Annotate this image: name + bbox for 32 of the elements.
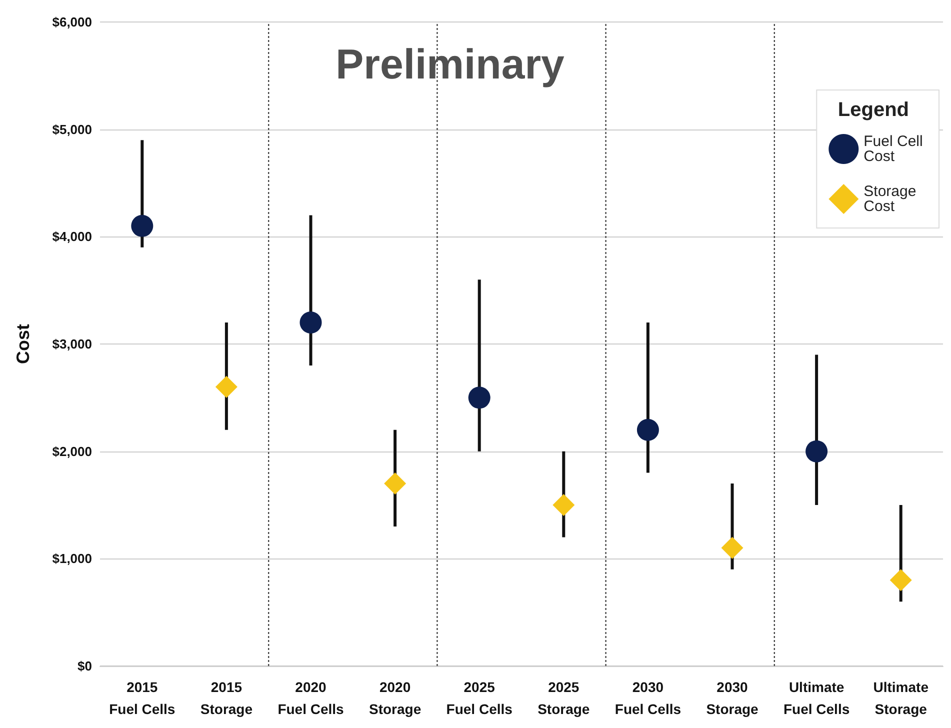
x-tick-label: Ultimate Storage [873, 679, 929, 717]
point [890, 569, 912, 592]
y-tick-label: $0 [78, 658, 92, 674]
legend-label: Fuel Cell Cost [864, 133, 928, 165]
legend-title: Legend [838, 99, 910, 121]
x-tick-label: Ultimate Fuel Cells [783, 679, 850, 717]
x-tick-label: 2030 Storage [706, 679, 759, 717]
x-tick-label: 2030 Fuel Cells [614, 679, 682, 717]
y-tick-label: $6,000 [52, 14, 92, 30]
x-tick-label: 2020 Fuel Cells [278, 679, 344, 717]
y-tick-label: $1,000 [52, 551, 92, 566]
legend-label: Storage Cost [864, 183, 920, 215]
point [300, 312, 322, 334]
x-tick-label: 2025 Fuel Cells [446, 679, 513, 717]
point [131, 214, 154, 237]
y-tick-label: $4,000 [52, 229, 92, 244]
y-tick-label: $2,000 [52, 444, 92, 459]
point [806, 440, 828, 462]
y-tick-label: $3,000 [52, 336, 92, 352]
x-tick-label: 2015 Fuel Cells [109, 679, 176, 717]
x-tick-label: 2025 Storage [538, 679, 590, 717]
point [552, 494, 575, 516]
point [636, 418, 659, 441]
y-axis-title: Cost [13, 324, 33, 364]
x-tick-label: 2020 Storage [368, 679, 422, 717]
point [468, 386, 490, 409]
x-tick-label: 2015 Storage [200, 679, 253, 717]
chart-title: Preliminary [336, 40, 566, 88]
point [215, 376, 238, 398]
y-tick-label: $5,000 [52, 122, 92, 137]
point [721, 536, 744, 559]
point [384, 472, 406, 495]
